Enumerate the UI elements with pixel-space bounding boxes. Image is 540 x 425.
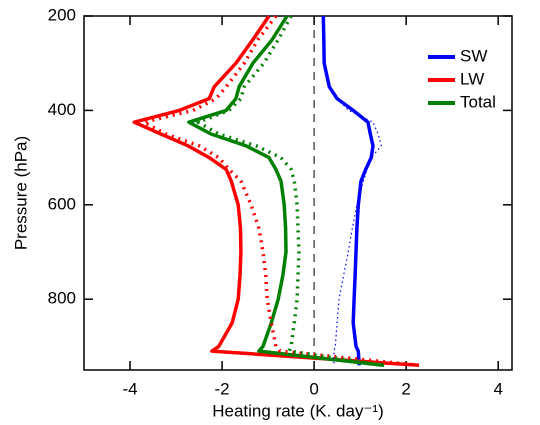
profile-line xyxy=(187,15,385,368)
profile-line xyxy=(196,15,385,368)
x-axis-label: Heating rate (K. day⁻¹) xyxy=(212,401,384,420)
profile-line xyxy=(132,15,420,368)
y-tick-label: 200 xyxy=(48,5,76,24)
x-tick-label: 2 xyxy=(401,379,410,398)
x-tick-label: -4 xyxy=(122,379,137,398)
legend-label: SW xyxy=(460,46,487,65)
x-tick-label: -2 xyxy=(215,379,230,398)
y-tick-label: 400 xyxy=(48,100,76,119)
x-tick-label: 4 xyxy=(493,379,502,398)
legend-label: LW xyxy=(460,69,484,88)
y-axis-label: Pressure (hPa) xyxy=(11,136,30,250)
y-tick-label: 600 xyxy=(48,194,76,213)
profile-line xyxy=(142,14,420,368)
y-tick-label: 800 xyxy=(48,289,76,308)
legend-label: Total xyxy=(460,92,496,111)
profile-line xyxy=(321,15,375,366)
plot-frame xyxy=(83,15,513,371)
x-tick-label: 0 xyxy=(309,379,318,398)
